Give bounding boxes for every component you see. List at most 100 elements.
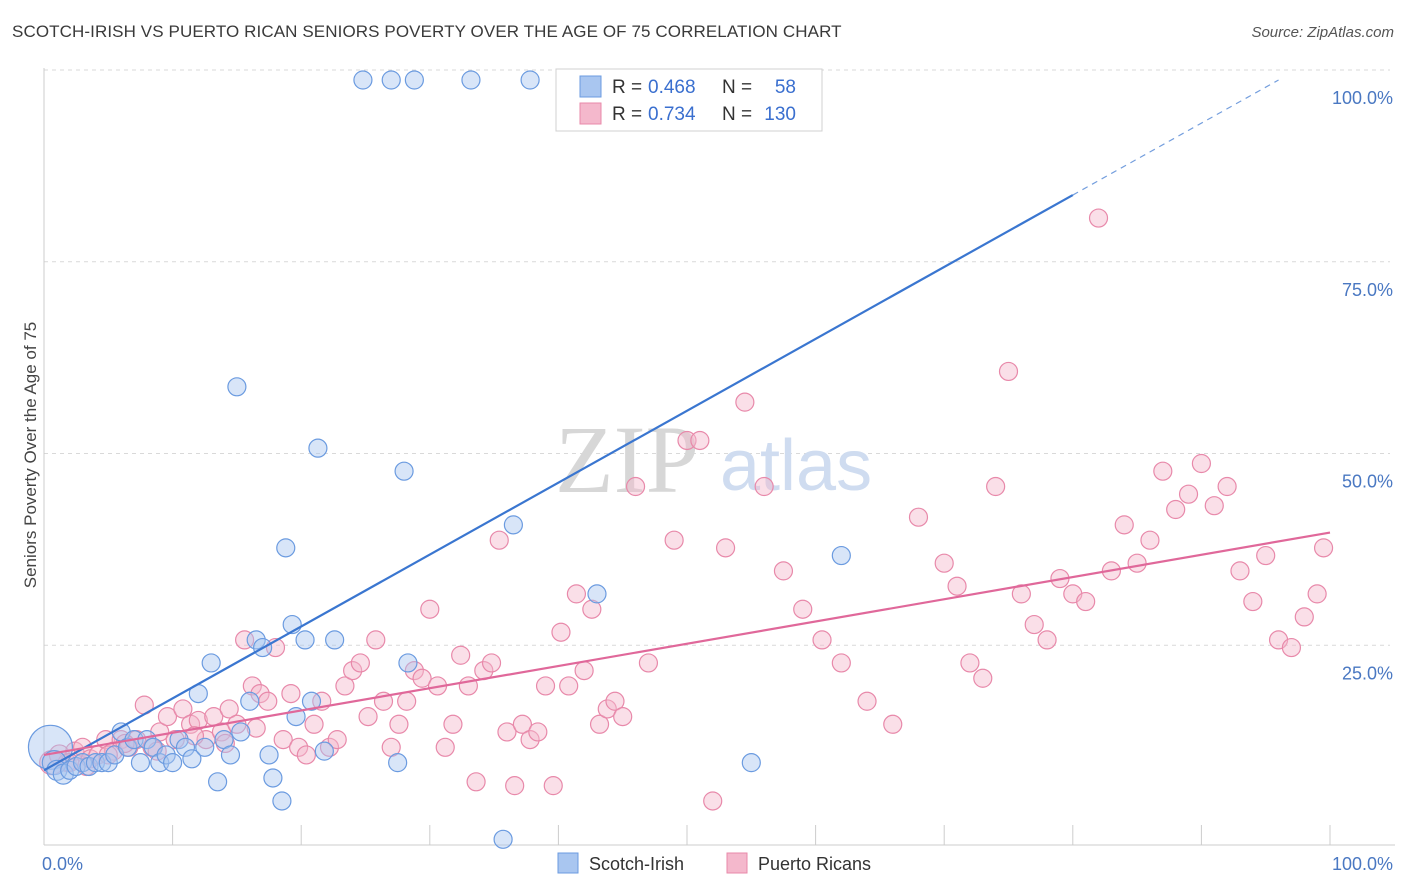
scotch-irish-point — [263, 768, 283, 788]
puerto-rican-point — [613, 707, 633, 727]
puerto-rican-point — [451, 645, 471, 665]
scotch-irish-point — [272, 791, 292, 811]
puerto-rican-point — [574, 660, 594, 681]
legend-n-label-2: N = — [722, 104, 752, 125]
puerto-rican-point — [857, 691, 877, 711]
trend-lines — [43, 79, 1331, 772]
puerto-rican-point — [1256, 545, 1276, 566]
puerto-rican-point — [986, 476, 1006, 497]
puerto-rican-point — [319, 737, 340, 757]
puerto-rican-point — [664, 530, 684, 550]
puerto-rican-point — [1243, 591, 1263, 612]
puerto-rican-point — [1037, 630, 1057, 650]
scotch-irish-point — [163, 753, 183, 773]
legend-n-label-1: N = — [722, 77, 752, 98]
chart-title: SCOTCH-IRISH VS PUERTO RICAN SENIORS POV… — [12, 22, 842, 41]
puerto-rican-point — [703, 791, 723, 811]
puerto-rican-point — [420, 599, 440, 619]
legend-n-value-2: 130 — [764, 104, 796, 125]
y-axis-title: Seniors Poverty Over the Age of 75 — [21, 322, 40, 588]
scotch-irish-point — [276, 538, 296, 558]
scotch-irish-point — [27, 724, 74, 770]
puerto-rican-point — [435, 737, 455, 757]
scotch-irish-point — [231, 722, 251, 742]
series-legend: Scotch-Irish Puerto Ricans — [557, 852, 871, 874]
scotch-irish-point — [461, 70, 481, 90]
scotch-irish-point — [394, 461, 414, 481]
puerto-rican-point — [1114, 515, 1134, 535]
puerto-rican-point — [412, 668, 432, 688]
puerto-rican-point — [559, 676, 579, 696]
scotch-irish-point — [117, 737, 138, 757]
scotch-irish-point — [246, 630, 266, 650]
scotch-irish-point — [208, 772, 228, 792]
puerto-rican-point — [258, 691, 278, 711]
puerto-rican-point — [173, 699, 193, 719]
puerto-rican-point — [543, 776, 563, 796]
puerto-rican-point — [883, 714, 903, 734]
puerto-rican-point — [690, 430, 710, 451]
bottom-legend-scotch-irish: Scotch-Irish — [589, 854, 684, 874]
scotch-irish-point — [201, 653, 221, 673]
scotch-irish-point — [353, 70, 373, 90]
puerto-rican-point — [793, 599, 813, 619]
puerto-rican-point — [304, 714, 324, 734]
scotch-irish-point — [493, 829, 513, 849]
legend-r-label-2: R = — [612, 104, 642, 125]
bottom-legend-swatch-puerto-ricans — [726, 852, 748, 874]
puerto-rican-point — [528, 722, 548, 742]
puerto-rican-point — [1217, 476, 1237, 497]
puerto-rican-point — [1140, 530, 1160, 550]
scotch-irish-point — [503, 515, 523, 535]
y-tick-label-75: 75.0% — [1342, 280, 1393, 300]
bottom-legend-puerto-ricans: Puerto Ricans — [758, 854, 871, 874]
puerto-rican-point — [908, 507, 929, 527]
puerto-rican-point — [1294, 607, 1314, 627]
x-tick-label-100: 100.0% — [1332, 854, 1393, 874]
y-tick-label-50: 50.0% — [1342, 472, 1393, 492]
puerto-rican-point — [219, 699, 239, 719]
puerto-rican-point — [443, 714, 463, 734]
scotch-irish-point — [831, 545, 851, 566]
watermark-zip: ZIP — [555, 406, 699, 513]
puerto-rican-point — [497, 722, 517, 742]
scotch-irish-point — [301, 691, 322, 711]
scotch-irish-point — [314, 741, 334, 761]
scotch-irish-trend-extension — [1072, 79, 1279, 196]
scotch-irish-point — [520, 70, 540, 90]
y-tick-label-100: 100.0% — [1332, 88, 1393, 108]
puerto-rican-point — [625, 476, 646, 497]
scotch-irish-point — [175, 737, 196, 757]
scotch-irish-point — [227, 377, 247, 397]
legend-swatch-pink — [579, 102, 602, 125]
puerto-rican-point — [934, 553, 954, 573]
puerto-rican-point — [1076, 591, 1096, 612]
scotch-irish-point — [182, 749, 202, 769]
puerto-rican-point — [535, 676, 556, 696]
puerto-rican-point — [1307, 584, 1327, 604]
scotch-irish-point — [398, 653, 418, 673]
puerto-rican-point — [235, 630, 255, 650]
scotch-irish-point — [130, 753, 151, 773]
puerto-rican-point — [273, 730, 293, 750]
legend-swatch-blue — [579, 75, 602, 98]
scotch-irish-point — [195, 737, 215, 757]
x-tick-label-0: 0.0% — [42, 854, 83, 874]
chart-source: Source: ZipAtlas.com — [1251, 24, 1394, 41]
puerto-rican-point — [715, 538, 736, 558]
puerto-rican-trend-line — [43, 531, 1331, 757]
puerto-rican-point — [947, 576, 967, 596]
puerto-rican-point — [1088, 208, 1109, 228]
scotch-irish-point — [388, 753, 408, 773]
puerto-rican-point — [520, 730, 540, 750]
puerto-rican-point — [335, 676, 355, 696]
puerto-rican-point — [812, 630, 832, 650]
tick-labels: 25.0% 50.0% 75.0% 100.0% 0.0% 100.0% — [42, 88, 1393, 874]
legend-n-value-1: 58 — [775, 77, 796, 98]
puerto-rican-point — [1281, 637, 1302, 658]
correlation-legend: R = 0.468 N = 58 R = 0.734 N = 130 — [555, 68, 823, 132]
puerto-rican-point — [481, 653, 502, 673]
puerto-rican-point — [960, 653, 980, 673]
axes — [43, 68, 1395, 846]
